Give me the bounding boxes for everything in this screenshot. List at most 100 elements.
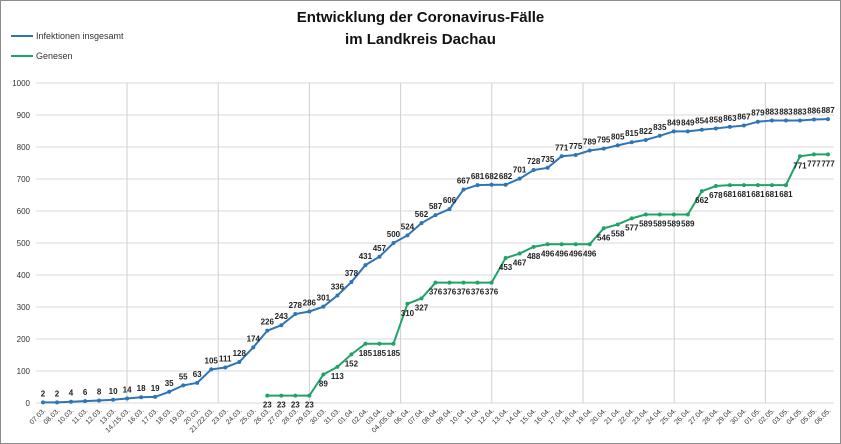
- data-point: [223, 365, 228, 370]
- data-point: [685, 212, 690, 217]
- data-label: 849: [667, 118, 681, 127]
- data-point: [265, 328, 270, 333]
- y-tick-label: 0: [26, 399, 31, 408]
- data-point: [573, 242, 578, 247]
- data-label: 681: [751, 190, 765, 199]
- y-tick-label: 600: [17, 207, 31, 216]
- data-label: 431: [359, 252, 373, 261]
- chart-title-line2: im Landkreis Dachau: [345, 31, 496, 48]
- data-label: 883: [765, 107, 779, 116]
- data-label: 23: [305, 401, 314, 410]
- data-point: [279, 323, 284, 328]
- data-point: [181, 383, 186, 388]
- data-label: 682: [485, 172, 499, 181]
- data-point: [321, 372, 326, 377]
- data-label: 23: [291, 401, 300, 410]
- data-label: 376: [457, 288, 471, 297]
- legend-swatch-green: [11, 55, 33, 57]
- data-label: 815: [625, 129, 639, 138]
- data-label: 681: [737, 190, 751, 199]
- data-label: 376: [485, 288, 499, 297]
- data-label: 496: [555, 249, 569, 258]
- data-point: [195, 380, 200, 385]
- data-point: [769, 183, 774, 188]
- series-line-infektionen: [43, 118, 829, 404]
- data-point: [447, 280, 452, 285]
- data-point: [279, 393, 284, 398]
- data-point: [643, 212, 648, 217]
- data-point: [797, 118, 802, 123]
- data-label: 243: [275, 312, 289, 321]
- data-label: 185: [359, 349, 373, 358]
- data-label: 174: [247, 334, 261, 343]
- data-label: 886: [807, 106, 821, 115]
- y-tick-label: 500: [17, 239, 31, 248]
- data-point: [363, 263, 368, 268]
- data-label: 662: [695, 196, 709, 205]
- data-label: 327: [415, 303, 429, 312]
- data-point: [307, 309, 312, 314]
- data-point: [447, 207, 452, 212]
- data-point: [377, 341, 382, 346]
- data-point: [111, 397, 116, 402]
- data-point: [125, 396, 130, 401]
- data-point: [419, 296, 424, 301]
- y-tick-label: 1000: [12, 79, 30, 88]
- data-label: 185: [373, 349, 387, 358]
- data-point: [741, 123, 746, 128]
- data-point: [671, 129, 676, 134]
- data-point: [587, 242, 592, 247]
- data-label: 524: [401, 222, 415, 231]
- data-point: [265, 393, 270, 398]
- data-point: [657, 212, 662, 217]
- data-point: [475, 280, 480, 285]
- data-label: 678: [709, 191, 723, 200]
- data-point: [755, 183, 760, 188]
- data-label: 453: [499, 263, 513, 272]
- data-label: 496: [541, 249, 555, 258]
- data-point: [531, 244, 536, 249]
- data-label: 681: [779, 190, 793, 199]
- data-point: [741, 183, 746, 188]
- data-point: [97, 398, 102, 403]
- data-label: 558: [611, 229, 625, 238]
- data-label: 376: [443, 288, 457, 297]
- data-point: [433, 280, 438, 285]
- data-point: [503, 256, 508, 261]
- data-point: [615, 222, 620, 227]
- data-point: [727, 124, 732, 129]
- data-label: 301: [317, 294, 331, 303]
- data-point: [503, 182, 508, 187]
- data-label: 113: [331, 372, 344, 381]
- data-label: 2: [55, 389, 60, 398]
- data-point: [601, 226, 606, 231]
- data-point: [559, 154, 564, 159]
- data-label: 128: [233, 349, 247, 358]
- legend-item-infektionen: Infektionen insgesamt: [11, 31, 124, 41]
- data-point: [377, 254, 382, 259]
- data-point: [573, 153, 578, 157]
- data-label: 23: [263, 401, 272, 410]
- data-point: [545, 242, 550, 247]
- data-point: [545, 165, 550, 170]
- data-point: [167, 389, 172, 394]
- data-label: 883: [793, 107, 807, 116]
- data-point: [769, 118, 774, 123]
- legend-label: Genesen: [36, 51, 73, 61]
- data-label: 19: [151, 384, 160, 393]
- data-point: [69, 399, 74, 404]
- data-label: 728: [527, 157, 541, 166]
- data-label: 681: [471, 172, 485, 181]
- data-label: 777: [821, 159, 835, 168]
- data-label: 589: [681, 220, 695, 229]
- data-point: [713, 184, 718, 189]
- data-label: 4: [69, 389, 74, 398]
- data-label: 562: [415, 210, 429, 219]
- data-label: 589: [653, 220, 667, 229]
- data-label: 10: [109, 387, 118, 396]
- data-label: 775: [569, 142, 583, 151]
- data-label: 23: [277, 401, 286, 410]
- data-label: 589: [667, 220, 681, 229]
- data-point: [307, 393, 312, 398]
